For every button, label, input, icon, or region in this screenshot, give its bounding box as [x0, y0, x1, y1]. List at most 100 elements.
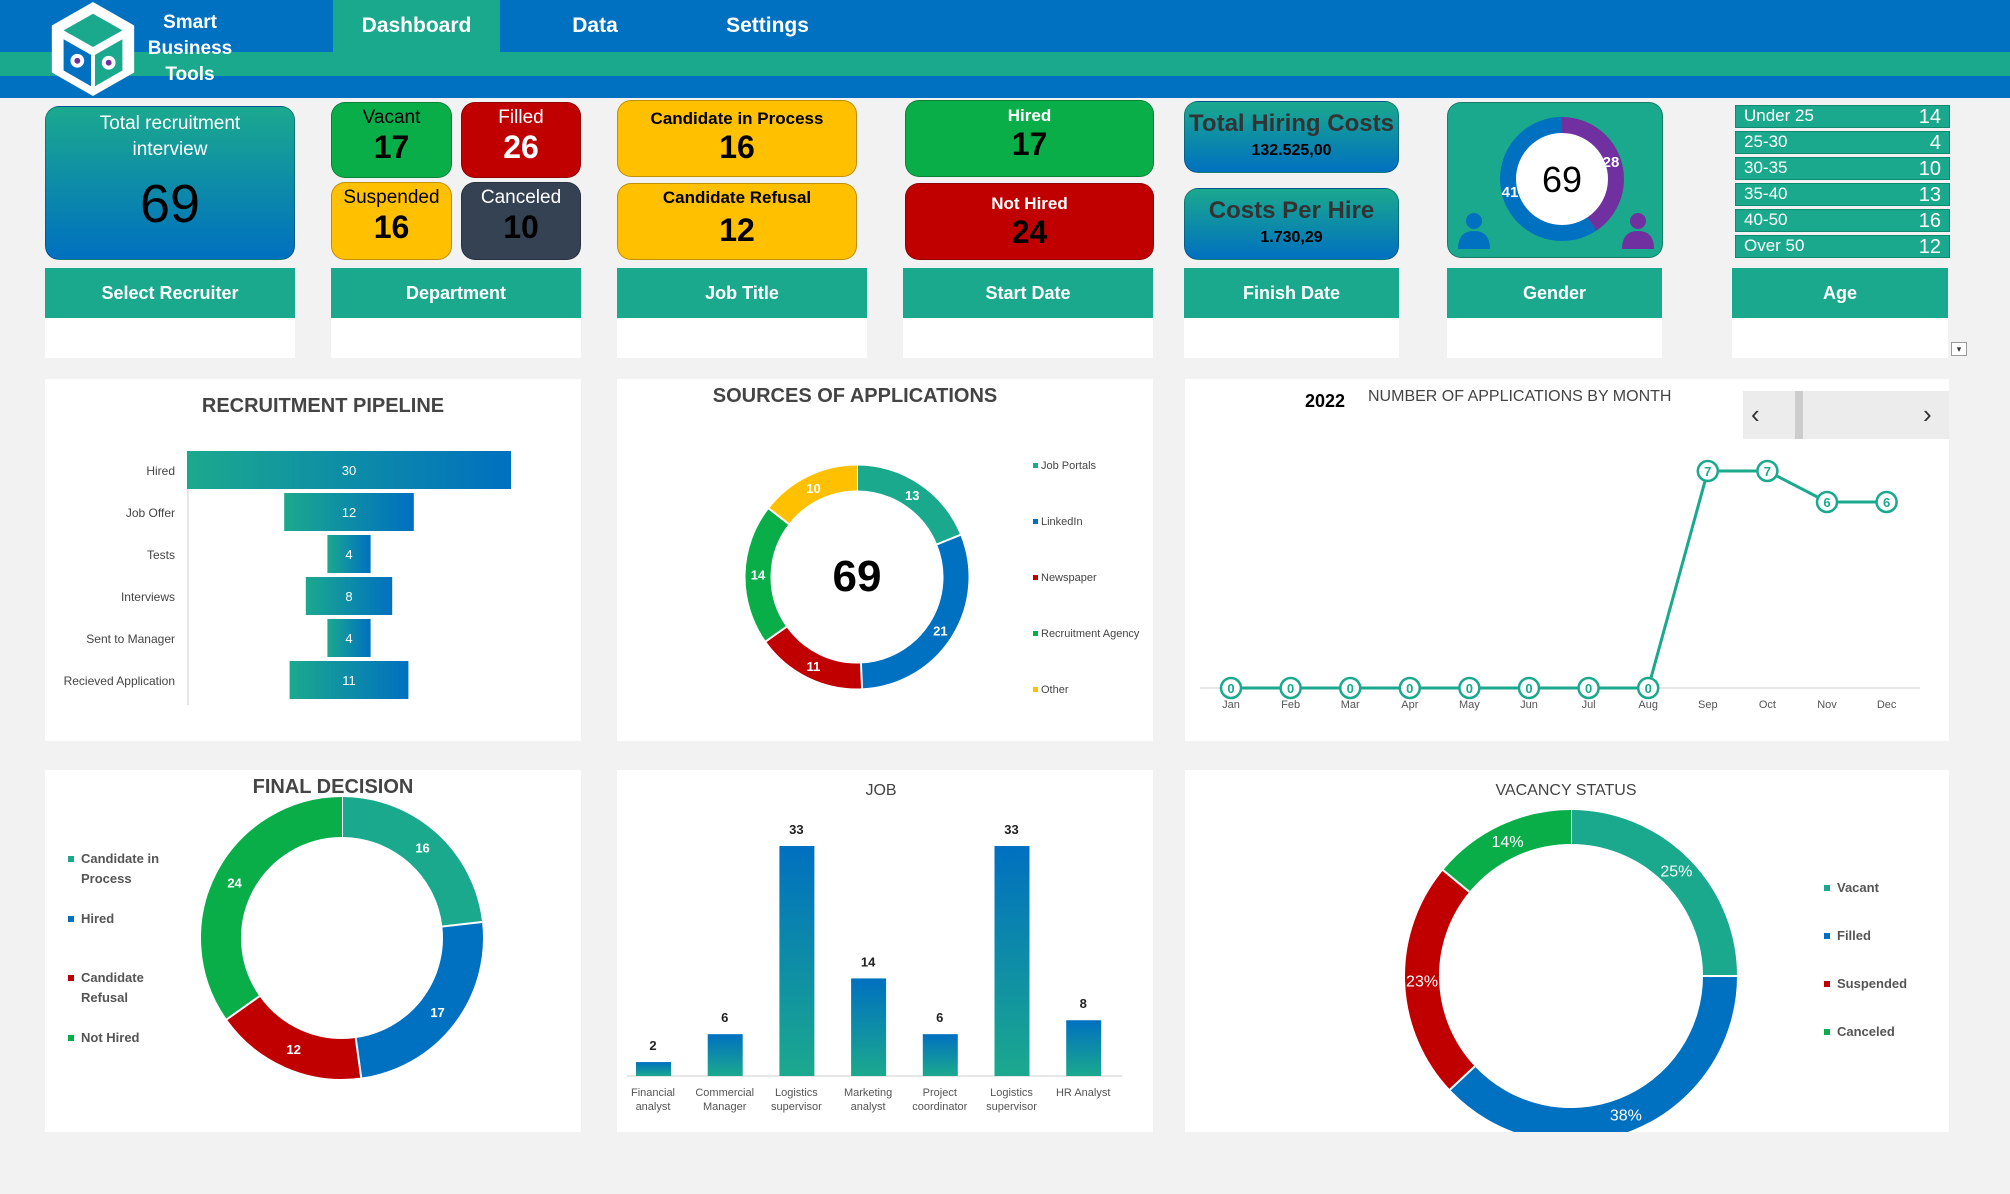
line-series — [1231, 469, 1887, 690]
gender-card: 69 41 28 — [1447, 102, 1663, 258]
year-scroller[interactable]: ‹ › — [1743, 391, 1949, 439]
slicer-header[interactable]: Department — [331, 268, 581, 318]
slicer-body[interactable] — [331, 318, 581, 358]
header-band — [0, 76, 2010, 98]
legend-dot — [1033, 687, 1038, 692]
line-point — [1219, 676, 1243, 700]
card-value: 69 — [139, 174, 201, 234]
tab-data[interactable]: Data — [572, 14, 618, 37]
logo-icon — [51, 1, 135, 97]
card-value: 10 — [503, 209, 539, 245]
age-row[interactable]: Under 25 14 — [1735, 105, 1950, 128]
gender-donut: 69 41 28 — [1458, 117, 1654, 249]
final-decision-chart: 16 17 12 24 Candidate in Process Hired Candidat… — [68, 797, 483, 1079]
slicer-header[interactable]: Job Title — [617, 268, 867, 318]
donut-slice — [765, 626, 863, 689]
final-decision-panel: FINAL DECISION 16 17 12 24 Candidate in Proce… — [45, 770, 581, 1132]
donut-slice — [1570, 810, 1737, 977]
bar-value: 33 — [1004, 822, 1018, 837]
donut-slice — [201, 797, 343, 1020]
card-value: 1.730,29 — [1260, 229, 1323, 246]
age-value: 14 — [1918, 106, 1941, 128]
card-value: 16 — [373, 209, 410, 245]
line-point — [1636, 676, 1660, 700]
x-tick-label: Dec — [1877, 699, 1897, 711]
card-label: Filled — [498, 107, 544, 128]
x-tick-label: Financial analyst — [631, 1087, 675, 1113]
job-bar — [707, 1034, 743, 1076]
slice-label: 13 — [905, 488, 919, 503]
line-point — [1875, 490, 1898, 514]
age-row[interactable]: Over 50 12 — [1735, 235, 1950, 258]
slicer-body[interactable] — [45, 318, 295, 358]
tab-dashboard[interactable]: Dashboard — [333, 0, 500, 52]
brand-line: Smart — [163, 12, 217, 33]
x-tick-label: Jun — [1520, 699, 1538, 711]
x-tick-label: Logistics supervisor — [771, 1087, 822, 1113]
donut-slice — [768, 465, 858, 525]
next-year-button[interactable]: › — [1923, 399, 1932, 429]
slicer-header[interactable]: Select Recruiter — [45, 268, 295, 318]
slicer-header[interactable]: Start Date — [903, 268, 1153, 318]
panel-title: JOB — [865, 782, 897, 799]
slice-label: 10 — [806, 481, 820, 496]
slicer-body[interactable] — [903, 318, 1153, 358]
age-row[interactable]: 35-40 13 — [1735, 183, 1950, 206]
x-tick-label: Aug — [1638, 699, 1658, 711]
slicer-body[interactable] — [1447, 318, 1662, 358]
job-bar — [994, 846, 1030, 1076]
x-tick-label: Jan — [1222, 699, 1240, 711]
job-bar — [779, 846, 815, 1076]
card-value: 17 — [373, 129, 410, 165]
x-tick-label: Jul — [1582, 699, 1596, 711]
pipeline-bar — [327, 535, 371, 573]
slicer-body[interactable] — [617, 318, 867, 358]
slicer-body[interactable] — [1732, 318, 1948, 358]
header-stripe — [0, 52, 2010, 76]
age-row[interactable]: 30-35 10 — [1735, 157, 1950, 180]
bar-value: 6 — [936, 1010, 943, 1025]
slicer-body[interactable] — [1184, 318, 1399, 358]
bar-value: 14 — [861, 954, 876, 969]
card-label: Total Hiring Costs — [1189, 110, 1394, 137]
job-bar — [636, 1062, 671, 1076]
scroll-thumb[interactable] — [1795, 391, 1803, 439]
not-hired-card: Not Hired 24 — [905, 183, 1154, 260]
age-label: 25-30 — [1744, 132, 1788, 151]
slicer-header[interactable]: Gender — [1447, 268, 1662, 318]
female-icon — [1622, 213, 1654, 249]
scroll-down-icon[interactable]: ▾ — [1951, 342, 1967, 356]
line-point — [1696, 459, 1720, 483]
card-label: Canceled — [480, 187, 562, 208]
legend-label: Candidate Refusal — [81, 970, 144, 1005]
slice-label: 12 — [287, 1042, 301, 1057]
age-label: 30-35 — [1744, 158, 1788, 177]
brand-line: Tools — [165, 64, 215, 85]
pipeline-value: 11 — [342, 673, 356, 688]
vacancy-panel: VACANCY STATUS 25% 38% 23% 14% Vacant Filled S… — [1185, 770, 1949, 1132]
line-point — [1458, 676, 1481, 700]
card-value: 16 — [719, 129, 755, 165]
legend-label: Hired — [81, 911, 114, 926]
slicer-header[interactable]: Finish Date — [1184, 268, 1399, 318]
gender-female-arc — [1500, 117, 1624, 241]
card-label: Candidate Refusal — [662, 188, 812, 207]
pipeline-chart: Hired 30 Job Offer 12 Tests 4 Interviews 8 Sent … — [64, 451, 511, 705]
donut-slice — [226, 995, 362, 1079]
tab-settings[interactable]: Settings — [726, 14, 809, 37]
legend-dot — [1824, 981, 1830, 987]
age-row[interactable]: 25-30 4 — [1735, 131, 1950, 154]
x-tick-label: HR Analyst — [1056, 1087, 1110, 1099]
line-point — [1398, 676, 1422, 700]
donut-center: 69 — [833, 552, 882, 601]
x-tick-label: Marketing analyst — [844, 1087, 892, 1113]
point-label: 0 — [1466, 681, 1473, 696]
x-tick-label: Commercial Manager — [695, 1087, 754, 1113]
point-label: 7 — [1704, 464, 1711, 479]
slicer-header[interactable]: Age — [1732, 268, 1948, 318]
card-label: Suspended — [343, 187, 440, 208]
pipeline-label: Interviews — [121, 590, 175, 604]
prev-year-button[interactable]: ‹ — [1751, 399, 1760, 429]
slice-label: 14 — [751, 568, 766, 583]
age-row[interactable]: 40-50 16 — [1735, 209, 1950, 232]
